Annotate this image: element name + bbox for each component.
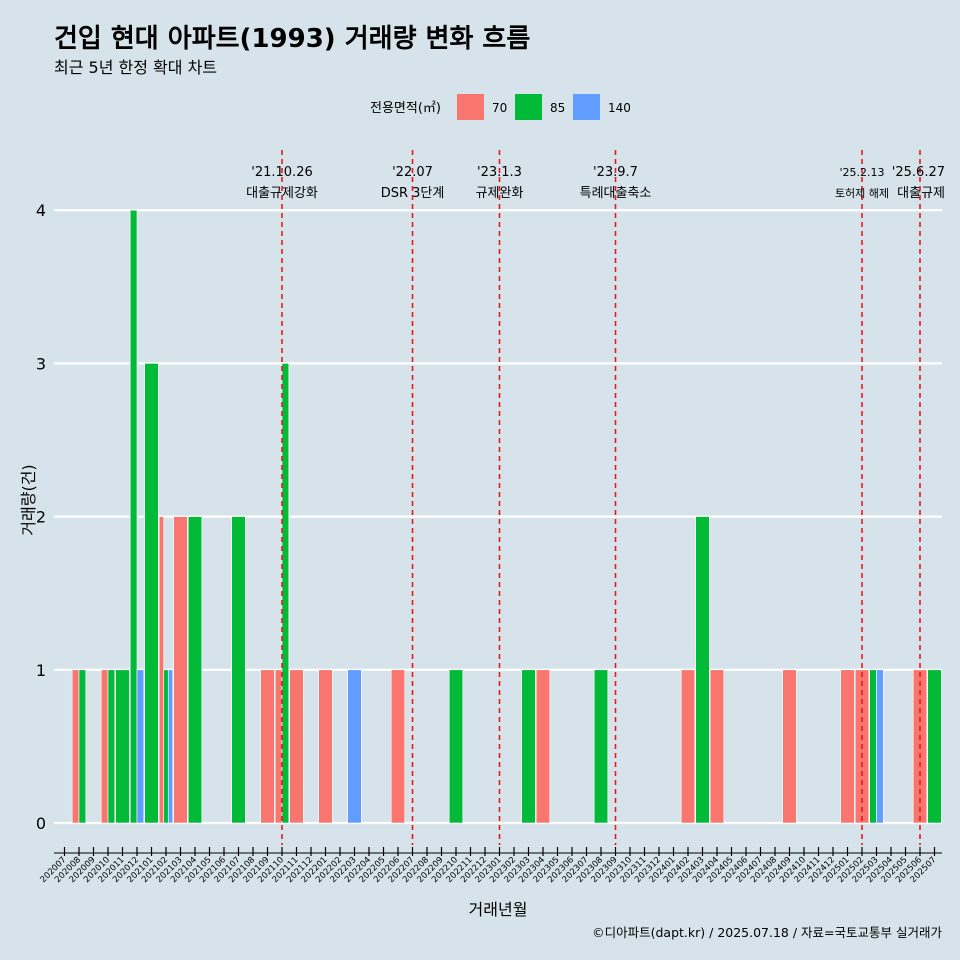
chart-subtitle: 최근 5년 한정 확대 차트	[54, 58, 218, 77]
legend-label-140: 140	[608, 101, 631, 115]
bar-202404-70	[709, 669, 725, 824]
bar-202304-70	[535, 669, 551, 824]
y-tick-label: 1	[36, 661, 46, 680]
legend-label-70: 70	[492, 101, 507, 115]
event-date: '23.9.7	[593, 165, 638, 180]
bar-202503-140	[876, 669, 884, 824]
bar-202101-85	[144, 363, 159, 824]
legend-title: 전용면적(㎡)	[370, 101, 441, 116]
bar-202010-85	[107, 669, 116, 824]
bar-202012-85	[129, 209, 138, 824]
bar-202507-85	[927, 669, 942, 824]
bar-202403-85	[695, 516, 710, 824]
bar-202402-70	[680, 669, 696, 824]
bar-202008-85	[78, 669, 87, 824]
bar-202102-70	[158, 516, 165, 824]
bar-202104-85	[187, 516, 203, 824]
bar-202008-70	[71, 669, 80, 824]
bar-202111-70	[289, 669, 304, 824]
bar-202012-140	[136, 669, 145, 824]
x-axis-title: 거래년월	[469, 900, 528, 919]
bar-202102-140	[167, 669, 174, 824]
bar-202409-70	[782, 669, 797, 824]
event-label: 대출규제	[897, 186, 945, 201]
event-date: '23.1.3	[477, 165, 522, 180]
event-date: '22.07	[392, 165, 433, 180]
chart-title: 건입 현대 아파트(1993) 거래량 변화 흐름	[54, 24, 531, 54]
event-date: '25.6.27	[892, 165, 945, 180]
bar-202109-70	[260, 669, 275, 824]
source-caption: ©디아파트(dapt.kr) / 2025.07.18 / 자료=국토교통부 실…	[592, 925, 942, 940]
event-label: DSR 3단계	[381, 186, 445, 201]
bar-202206-70	[390, 669, 406, 824]
y-tick-label: 3	[36, 354, 46, 373]
bar-202103-70	[173, 516, 188, 824]
bar-202210-85	[448, 669, 464, 824]
legend-swatch-70	[457, 94, 484, 120]
bar-202102-85	[163, 669, 169, 824]
bar-202503-85	[869, 669, 877, 824]
bar-202011-85	[115, 669, 130, 824]
event-label: 특례대출축소	[580, 186, 652, 201]
bar-202107-85	[231, 516, 246, 824]
legend-label-85: 85	[550, 101, 565, 115]
bar-202501-70	[840, 669, 855, 824]
bar-202110-85	[281, 363, 290, 824]
event-label: 규제완화	[476, 186, 524, 201]
legend-swatch-85	[515, 94, 542, 120]
event-label: 대출규제강화	[246, 186, 318, 201]
y-tick-label: 4	[36, 201, 46, 220]
legend-swatch-140	[573, 94, 600, 120]
bar-202110-70	[274, 669, 283, 824]
y-axis-title: 거래량(건)	[19, 464, 38, 535]
event-date: '21.10.26	[251, 165, 312, 180]
bar-202308-85	[593, 669, 609, 824]
y-tick-label: 0	[36, 814, 46, 833]
bar-202010-70	[100, 669, 109, 824]
y-tick-label: 2	[36, 508, 46, 527]
bar-202201-70	[318, 669, 333, 824]
bar-202203-140	[347, 669, 362, 824]
bar-202303-85	[521, 669, 536, 824]
event-date: '25.2.13	[839, 166, 884, 179]
event-label: 토허제 해제	[835, 186, 889, 200]
